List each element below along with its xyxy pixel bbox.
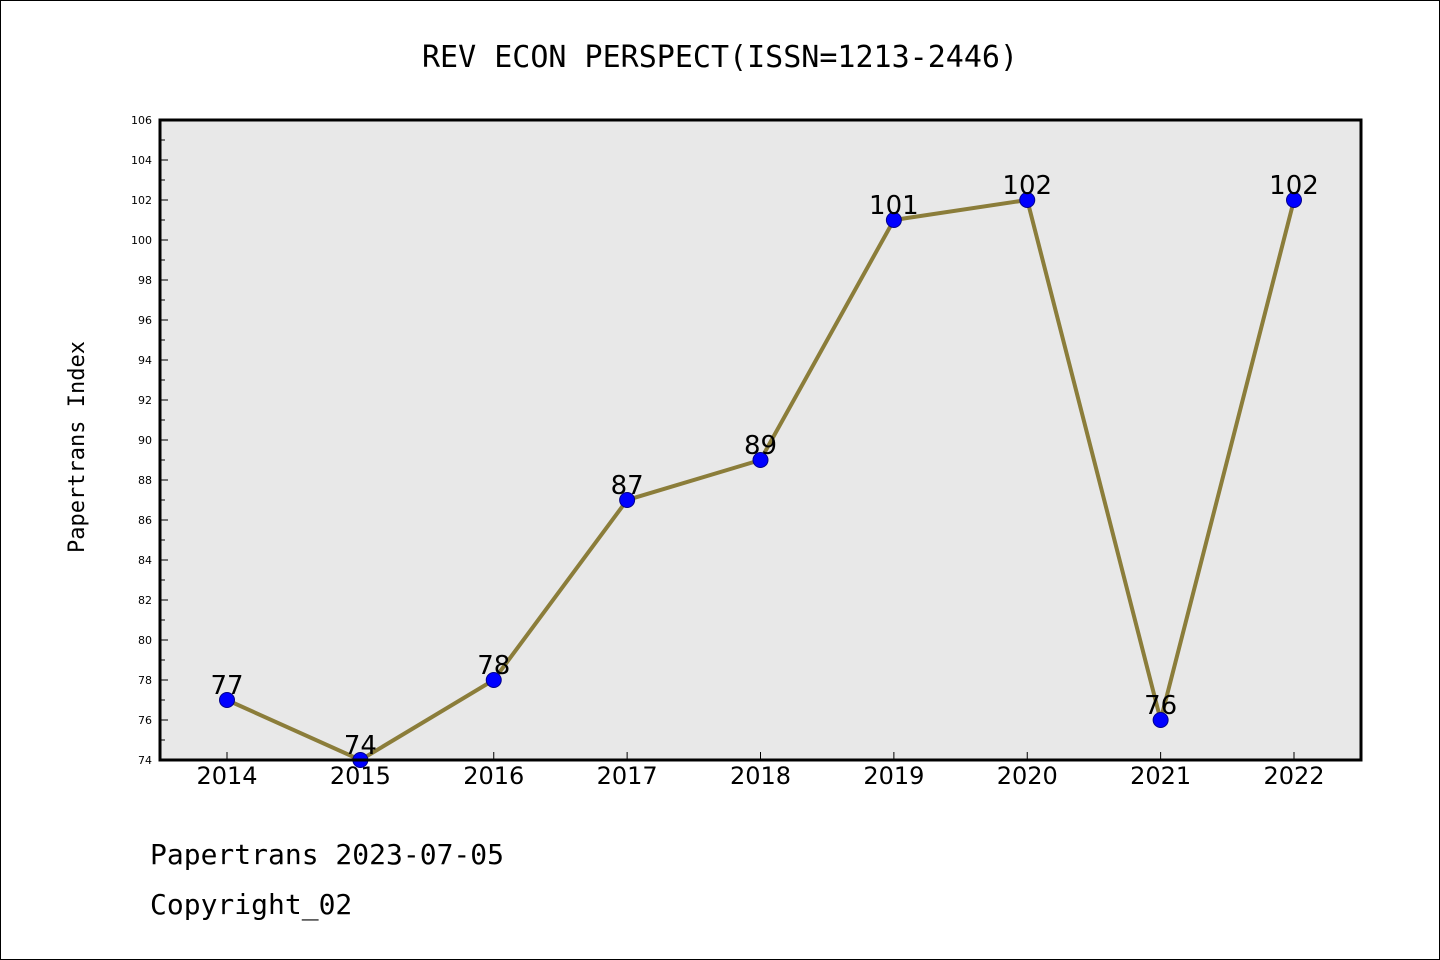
- data-point-marker: [752, 452, 769, 468]
- y-tick-label: 92: [138, 394, 152, 407]
- x-tick-label: 2014: [196, 762, 257, 790]
- data-point-label: 76: [1144, 691, 1177, 721]
- y-tick-label: 102: [131, 194, 152, 207]
- y-tick-label: 80: [138, 634, 152, 647]
- data-point-marker: [1019, 192, 1036, 208]
- y-tick-label: 74: [138, 754, 152, 767]
- data-point-label: 77: [210, 671, 243, 701]
- data-label-group: 77 74 78 87 89 101 102 76 102: [210, 171, 1318, 761]
- y-tick-label: 104: [131, 154, 152, 167]
- data-point-label: 102: [1002, 171, 1052, 201]
- y-tick-label: 98: [138, 274, 152, 287]
- x-tick-label: 2022: [1263, 762, 1324, 790]
- y-axis-label: Papertrans Index: [65, 341, 90, 553]
- data-point-label: 74: [344, 731, 377, 761]
- x-tick-label: 2020: [997, 762, 1058, 790]
- data-point-label: 101: [869, 191, 919, 221]
- y-tick-label: 100: [131, 234, 152, 247]
- data-point-label: 87: [611, 471, 644, 501]
- y-tick-label: 84: [138, 554, 152, 567]
- y-axis-ticks: 74 76 78 80 82 84 86 88 90 92 94 96 98 100 102 104 106: [131, 114, 168, 767]
- footer-date: Papertrans 2023-07-05: [150, 838, 504, 871]
- data-point-label: 102: [1269, 171, 1319, 201]
- x-tick-label: 2017: [597, 762, 658, 790]
- y-tick-label: 78: [138, 674, 152, 687]
- x-axis-ticks: 2014 2015 2016 2017 2018 2019 2020 2021 2022: [196, 752, 1325, 790]
- x-tick-label: 2016: [463, 762, 524, 790]
- plot-area: [160, 120, 1361, 760]
- y-tick-label: 86: [138, 514, 152, 527]
- data-point-label: 78: [477, 651, 510, 681]
- plot-border: [158, 118, 1363, 762]
- data-point-marker: [1152, 712, 1169, 728]
- chart-title: REV ECON PERSPECT(ISSN=1213-2446): [422, 40, 1018, 75]
- data-point-label: 89: [744, 431, 777, 461]
- data-point-marker: [485, 672, 502, 688]
- data-point-marker: [619, 492, 636, 508]
- data-point-marker: [219, 692, 235, 708]
- y-tick-label: 90: [138, 434, 152, 447]
- footer-copyright: Copyright_02: [150, 888, 352, 922]
- x-tick-label: 2019: [863, 762, 924, 790]
- data-point-marker: [1286, 192, 1302, 208]
- x-tick-label: 2021: [1130, 762, 1191, 790]
- y-tick-label: 76: [138, 714, 152, 727]
- y-tick-label: 106: [131, 114, 152, 127]
- y-tick-label: 82: [138, 594, 152, 607]
- x-tick-label: 2018: [730, 762, 791, 790]
- y-tick-label: 96: [138, 314, 152, 327]
- data-point-marker: [885, 212, 902, 228]
- y-tick-label: 94: [138, 354, 152, 367]
- y-tick-label: 88: [138, 474, 152, 487]
